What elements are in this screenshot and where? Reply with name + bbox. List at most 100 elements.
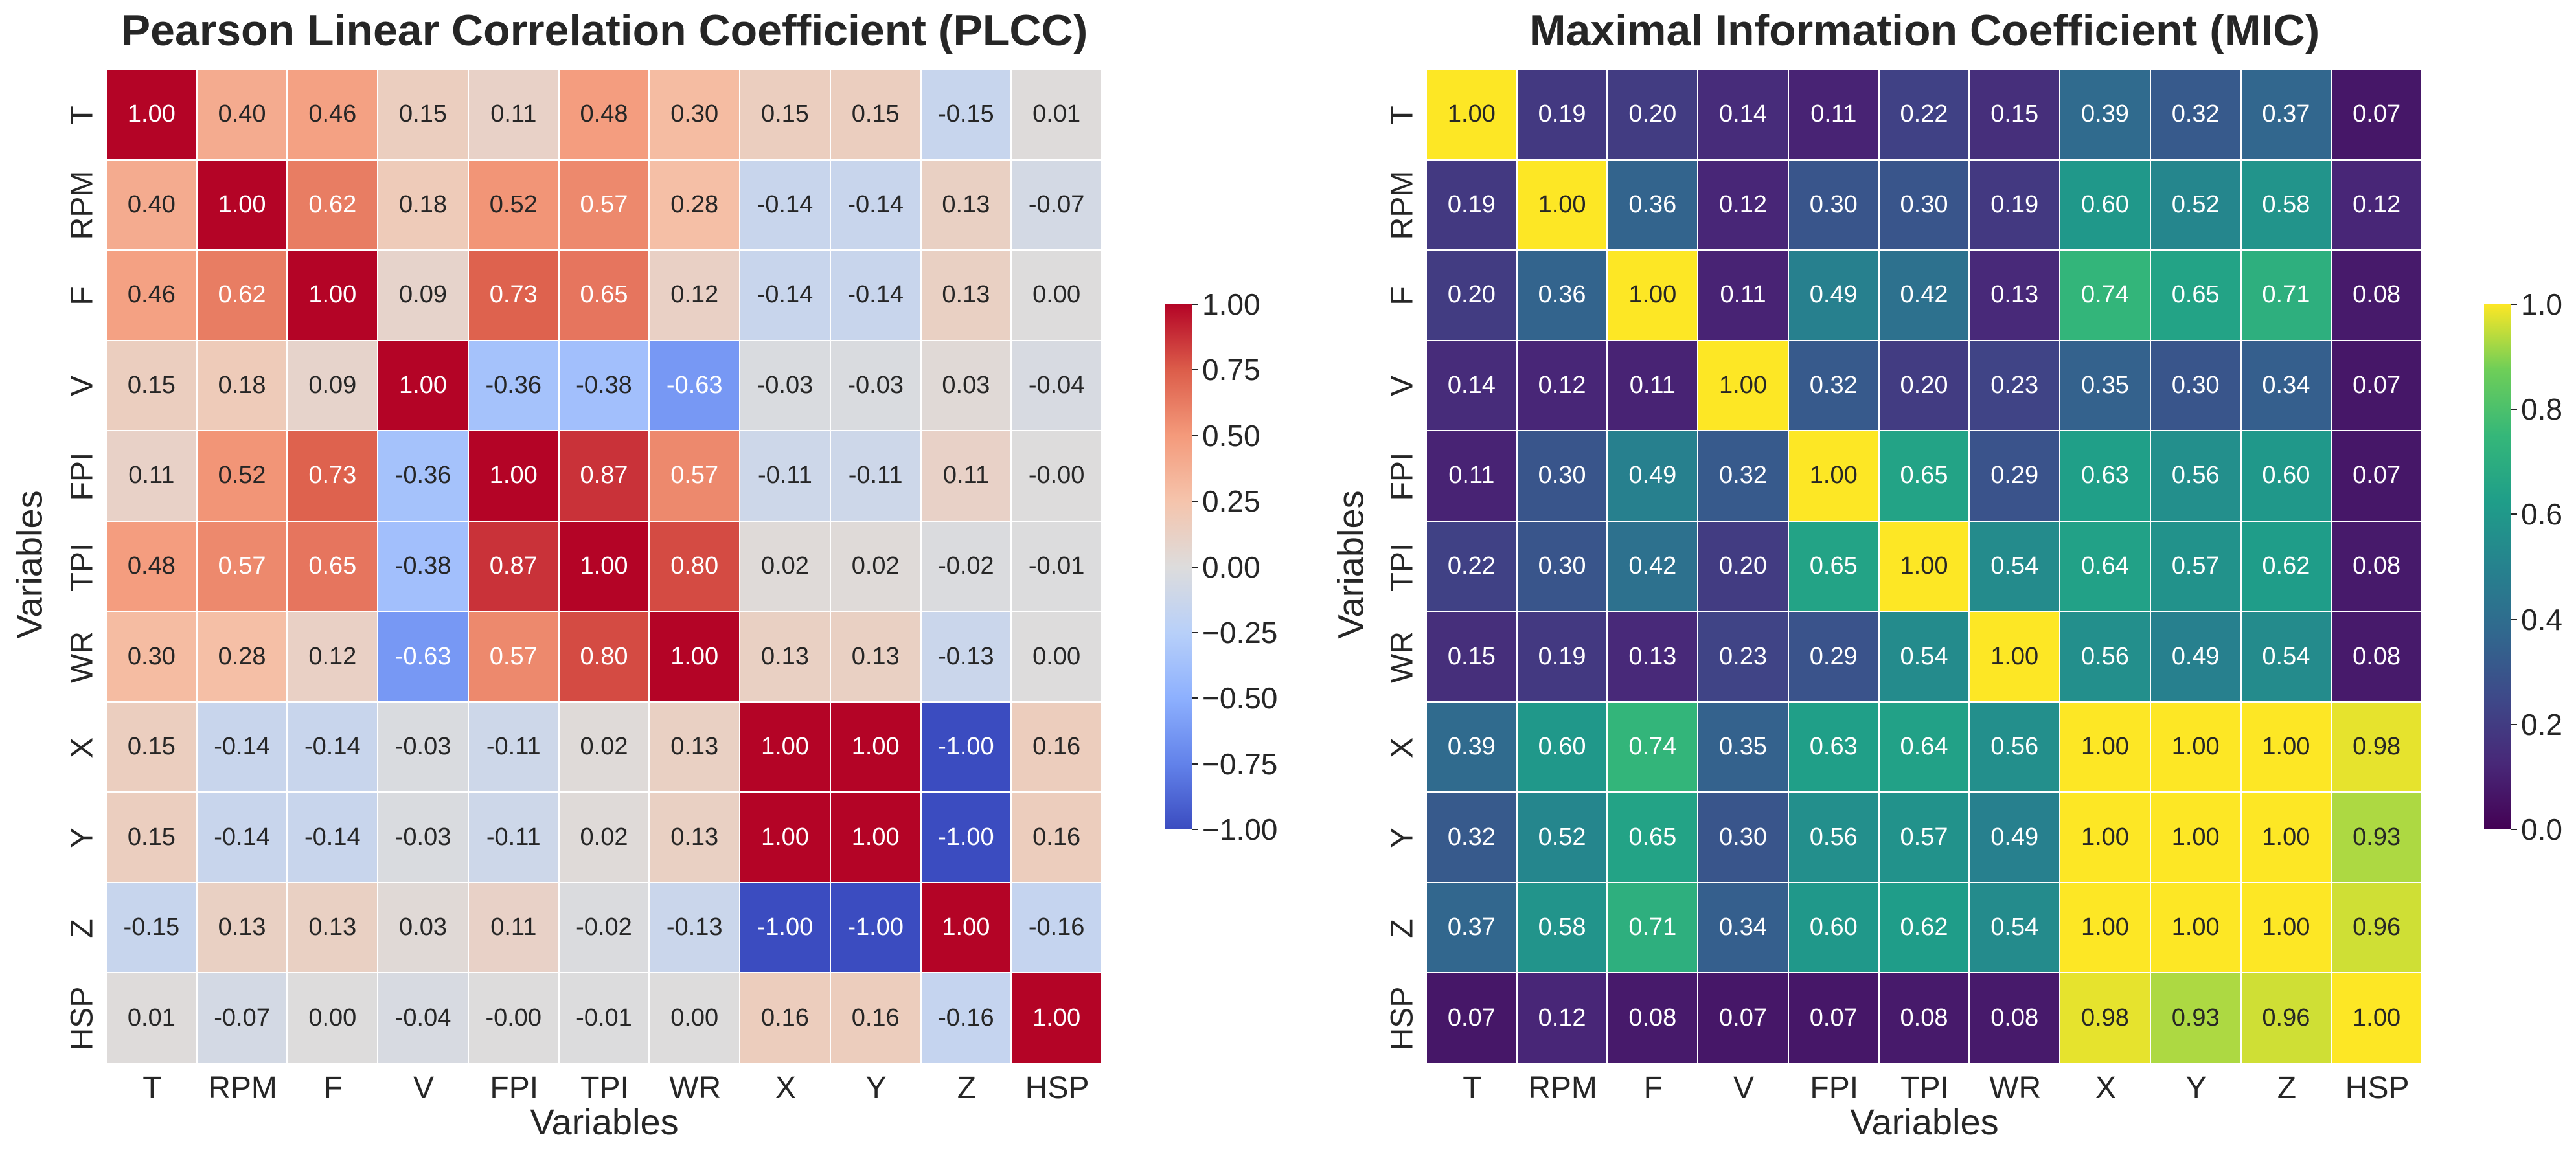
plcc-cell-X-FPI: -0.11 (468, 702, 560, 793)
mic-cell-Y-WR: 0.49 (1970, 793, 2061, 883)
plcc-cell-FPI-WR: 0.57 (650, 431, 741, 522)
mic-cell-T-F: 0.20 (1608, 70, 1699, 161)
plcc-cell-Z-F: 0.13 (288, 883, 379, 974)
plcc-cell-V-WR: -0.63 (650, 341, 741, 432)
plcc-cell-WR-Z: -0.13 (921, 612, 1012, 703)
mic-xlabel: Variables (1850, 1101, 1999, 1142)
mic-cell-Y-V: 0.30 (1698, 793, 1789, 883)
plcc-cell-Y-X: 1.00 (740, 793, 831, 883)
plcc-x-tick-RPM: RPM (208, 1071, 277, 1105)
plcc-cell-WR-Y: 0.13 (830, 612, 922, 703)
plcc-cell-RPM-Z: 0.13 (921, 160, 1012, 251)
mic-cell-X-F: 0.74 (1608, 702, 1699, 793)
mic-cell-F-T: 0.20 (1427, 251, 1518, 341)
mic-cell-X-Y: 1.00 (2150, 702, 2242, 793)
mic-y-tick-X: X (1385, 737, 1420, 758)
plcc-cell-T-Y: 0.15 (830, 70, 922, 161)
mic-cell-X-X: 1.00 (2060, 702, 2151, 793)
mic-cell-TPI-F: 0.42 (1608, 521, 1699, 613)
mic-cell-T-FPI: 0.11 (1788, 70, 1880, 161)
mic-colorbar-tick-label: 0.4 (2521, 602, 2562, 636)
plcc-cell-T-V: 0.15 (378, 70, 469, 161)
mic-cell-HSP-X: 0.98 (2060, 973, 2151, 1064)
mic-title: Maximal Information Coefficient (MIC) (1529, 6, 2320, 55)
mic-x-tick-WR: WR (1989, 1071, 2042, 1105)
plcc-cell-X-X: 1.00 (740, 702, 831, 793)
plcc-cell-FPI-Y: -0.11 (830, 431, 922, 522)
mic-cell-RPM-HSP: 0.12 (2332, 160, 2422, 251)
mic-cell-Z-Y: 1.00 (2150, 883, 2242, 974)
mic-cell-HSP-V: 0.07 (1698, 973, 1789, 1064)
mic-cell-T-X: 0.39 (2060, 70, 2151, 161)
plcc-cell-F-HSP: 0.00 (1012, 251, 1102, 341)
plcc-cell-V-Z: 0.03 (921, 341, 1012, 432)
plcc-cell-RPM-Y: -0.14 (830, 160, 922, 251)
plcc-x-tick-X: X (775, 1071, 796, 1105)
mic-cell-Y-T: 0.32 (1427, 793, 1518, 883)
mic-cell-FPI-WR: 0.29 (1970, 431, 2061, 522)
mic-cell-TPI-V: 0.20 (1698, 521, 1789, 613)
plcc-cell-F-WR: 0.12 (650, 251, 741, 341)
mic-cell-F-X: 0.74 (2060, 251, 2151, 341)
mic-cell-FPI-TPI: 0.65 (1879, 431, 1970, 522)
plcc-cell-FPI-HSP: -0.00 (1012, 431, 1102, 522)
plcc-cell-Z-Z: 1.00 (921, 883, 1012, 974)
mic-colorbar-tick-label: 0.0 (2521, 813, 2562, 846)
mic-cell-RPM-T: 0.19 (1427, 160, 1518, 251)
mic-cell-F-Z: 0.71 (2241, 251, 2332, 341)
mic-colorbar-tick-mark (2511, 409, 2517, 411)
plcc-cell-WR-T: 0.30 (107, 612, 198, 703)
plcc-cell-V-F: 0.09 (288, 341, 379, 432)
mic-colorbar-tick-mark (2511, 513, 2517, 515)
plcc-cell-X-T: 0.15 (107, 702, 198, 793)
mic-cell-V-TPI: 0.20 (1879, 341, 1970, 432)
mic-cell-HSP-Y: 0.93 (2150, 973, 2242, 1064)
plcc-cell-FPI-Z: 0.11 (921, 431, 1012, 522)
plcc-cell-WR-RPM: 0.28 (197, 612, 288, 703)
mic-cell-FPI-RPM: 0.30 (1517, 431, 1608, 522)
mic-cell-FPI-Z: 0.60 (2241, 431, 2332, 522)
plcc-x-tick-FPI: FPI (490, 1071, 539, 1105)
plcc-cell-T-TPI: 0.48 (559, 70, 650, 161)
plcc-cell-F-X: -0.14 (740, 251, 831, 341)
plcc-cell-Y-HSP: 0.16 (1012, 793, 1102, 883)
plcc-colorbar-tick-label: −0.50 (1202, 681, 1278, 715)
mic-cell-HSP-TPI: 0.08 (1879, 973, 1970, 1064)
mic-cell-V-F: 0.11 (1608, 341, 1699, 432)
mic-cell-TPI-Y: 0.57 (2150, 521, 2242, 613)
mic-cell-WR-V: 0.23 (1698, 612, 1789, 703)
plcc-cell-TPI-FPI: 0.87 (468, 521, 560, 613)
mic-cell-WR-RPM: 0.19 (1517, 612, 1608, 703)
plcc-cell-TPI-Z: -0.02 (921, 521, 1012, 613)
plcc-cell-X-RPM: -0.14 (197, 702, 288, 793)
mic-colorbar-tick-label: 0.8 (2521, 392, 2562, 427)
mic-cell-Z-HSP: 0.96 (2332, 883, 2422, 974)
plcc-cell-Y-WR: 0.13 (650, 793, 741, 883)
plcc-heatmap-grid: 1.00 0.40 0.46 0.15 0.11 0.48 0.30 0.15 0.15 -0.1… (107, 70, 1102, 1064)
plcc-x-tick-TPI: TPI (580, 1071, 629, 1105)
mic-cell-Z-WR: 0.54 (1970, 883, 2061, 974)
mic-cell-Z-RPM: 0.58 (1517, 883, 1608, 974)
mic-cell-TPI-WR: 0.54 (1970, 521, 2061, 613)
plcc-cell-Z-Y: -1.00 (830, 883, 922, 974)
mic-heatmap-grid: 1.00 0.19 0.20 0.14 0.11 0.22 0.15 0.39 0.32 0.37… (1427, 70, 2422, 1064)
mic-cell-RPM-Y: 0.52 (2150, 160, 2242, 251)
mic-cell-TPI-TPI: 1.00 (1879, 521, 1970, 613)
mic-cell-WR-Y: 0.49 (2150, 612, 2242, 703)
plcc-cell-TPI-V: -0.38 (378, 521, 469, 613)
mic-cell-Y-RPM: 0.52 (1517, 793, 1608, 883)
plcc-cell-V-TPI: -0.38 (559, 341, 650, 432)
plcc-cell-Y-TPI: 0.02 (559, 793, 650, 883)
plcc-cell-Y-F: -0.14 (288, 793, 379, 883)
plcc-cell-HSP-T: 0.01 (107, 973, 198, 1064)
plcc-x-tick-V: V (413, 1071, 435, 1105)
plcc-cell-Z-WR: -0.13 (650, 883, 741, 974)
plcc-cell-F-V: 0.09 (378, 251, 469, 341)
mic-cell-HSP-HSP: 1.00 (2332, 973, 2422, 1064)
plcc-cell-X-WR: 0.13 (650, 702, 741, 793)
mic-colorbar-tick-mark (2511, 829, 2517, 830)
plcc-cell-RPM-WR: 0.28 (650, 160, 741, 251)
mic-cell-X-T: 0.39 (1427, 702, 1518, 793)
plcc-cell-TPI-F: 0.65 (288, 521, 379, 613)
plcc-colorbar-tick-mark (1192, 434, 1198, 436)
